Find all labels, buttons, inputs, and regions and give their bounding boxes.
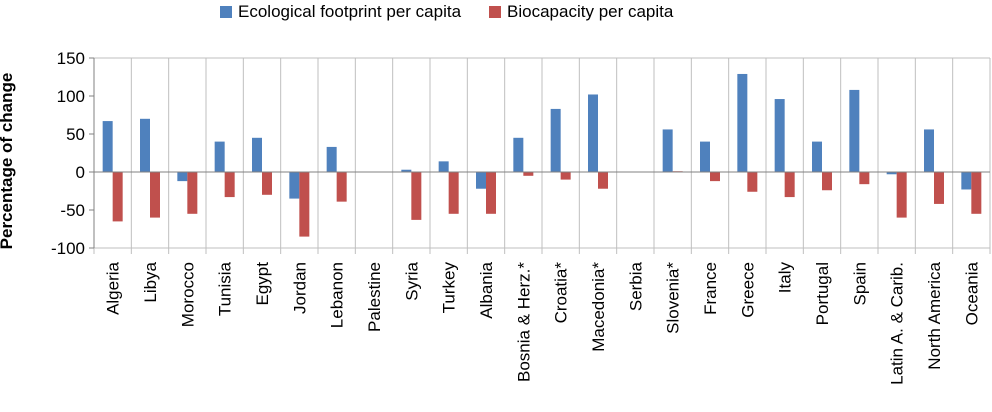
y-tick-label: -100 [51, 239, 85, 258]
x-tick-label: Egypt [253, 262, 272, 306]
x-tick-label: Albania [477, 261, 496, 318]
x-tick-label: Lebanon [328, 262, 347, 328]
legend-swatch-biocapacity [489, 6, 502, 18]
bar-biocapacity [112, 172, 123, 222]
y-tick-label: 100 [57, 87, 85, 106]
x-tick-label: Turkey [440, 262, 459, 314]
bar-footprint [289, 172, 300, 199]
x-tick-label: Algeria [104, 261, 123, 314]
x-tick-label: Palestine [365, 262, 384, 332]
x-tick-label: Greece [738, 262, 757, 318]
y-tick-label: 150 [57, 49, 85, 68]
x-tick-label: Macedonia* [589, 262, 608, 352]
bar-footprint [252, 137, 262, 172]
x-tick-label: Slovenia* [664, 262, 683, 334]
bar-footprint [700, 141, 710, 172]
bar-biocapacity [411, 172, 422, 220]
bar-footprint [550, 108, 561, 172]
bar-biocapacity [262, 172, 272, 195]
y-tick-label: 50 [66, 125, 85, 144]
bar-footprint [774, 99, 785, 172]
bar-biocapacity [150, 172, 160, 218]
bar-footprint [476, 172, 486, 189]
x-tick-label: Croatia* [552, 262, 571, 324]
bar-footprint [401, 169, 412, 172]
x-tick-label: Spain [850, 262, 869, 305]
legend-label-footprint: Ecological footprint per capita [238, 2, 462, 21]
bar-biocapacity [896, 172, 907, 218]
y-axis-title: Percentage of change [0, 73, 16, 250]
bar-biocapacity [448, 172, 459, 214]
legend: Ecological footprint per capita Biocapac… [220, 2, 701, 22]
bar-footprint [924, 129, 934, 172]
bar-biocapacity [523, 172, 534, 176]
y-tick-label: 0 [76, 163, 85, 182]
bar-biocapacity [486, 172, 496, 214]
bar-biocapacity [299, 172, 310, 237]
legend-swatch-footprint [220, 6, 232, 18]
bar-footprint [214, 141, 225, 172]
bar-biocapacity [934, 172, 944, 204]
bar-footprint [849, 89, 860, 172]
bar-footprint [737, 73, 748, 172]
bar-footprint [886, 172, 897, 175]
y-tick-label: -50 [60, 201, 85, 220]
bar-biocapacity [710, 172, 720, 182]
x-tick-label: North America [925, 261, 944, 369]
bar-biocapacity [822, 172, 832, 191]
bar-biocapacity [336, 172, 347, 202]
bar-footprint [102, 121, 113, 172]
bar-footprint [961, 172, 972, 190]
bar-footprint [812, 141, 822, 172]
x-tick-label: Morocco [178, 262, 197, 327]
x-tick-label: Tunisia [216, 261, 235, 316]
legend-label-biocapacity: Biocapacity per capita [507, 2, 674, 21]
bar-biocapacity [560, 172, 571, 180]
x-tick-label: France [701, 262, 720, 315]
bar-biocapacity [224, 172, 235, 198]
x-tick-label: Libya [141, 261, 160, 302]
bar-biocapacity [598, 172, 608, 189]
x-tick-label: Jordan [290, 262, 309, 314]
x-tick-label: Oceania [962, 261, 981, 325]
bar-biocapacity [859, 172, 870, 185]
x-tick-label: Serbia [626, 261, 645, 311]
bar-biocapacity [784, 172, 795, 198]
legend-item-biocapacity: Biocapacity per capita [489, 2, 673, 22]
x-tick-label: Bosnia & Herz.* [514, 262, 533, 382]
bar-footprint [140, 118, 150, 172]
x-tick-label: Portugal [813, 262, 832, 325]
bar-footprint [177, 172, 188, 182]
bar-biocapacity [971, 172, 982, 214]
bar-biocapacity [747, 172, 758, 192]
bar-footprint [513, 137, 524, 172]
x-tick-label: Syria [402, 261, 421, 300]
x-tick-label: Italy [776, 262, 795, 294]
bar-biocapacity [187, 172, 198, 214]
bar-footprint [438, 161, 449, 172]
bar-footprint [588, 94, 598, 172]
legend-item-footprint: Ecological footprint per capita [220, 2, 461, 22]
x-tick-label: Latin A. & Carib. [888, 262, 907, 385]
bar-footprint [662, 129, 673, 172]
bar-footprint [326, 146, 337, 172]
